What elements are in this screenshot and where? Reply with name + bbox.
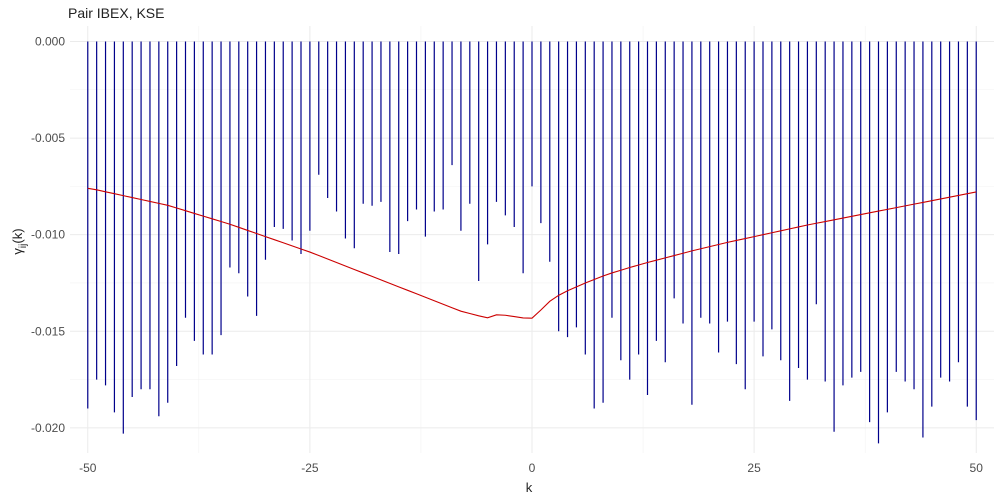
x-tick-label: 50 <box>970 461 984 475</box>
chart-title: Pair IBEX, KSE <box>68 5 165 21</box>
x-tick-label: -25 <box>301 461 319 475</box>
bars-layer <box>87 41 977 444</box>
bound-line <box>87 187 977 319</box>
y-tick-label: -0.010 <box>31 228 65 242</box>
axis-layer: -50 -25 0 25 50 0.000 -0.005 -0.010 -0.015 -0.020… <box>10 34 983 495</box>
y-tick-label: -0.020 <box>31 421 65 435</box>
y-axis-title: γij(k) <box>10 228 29 254</box>
y-tick-label: -0.005 <box>31 131 65 145</box>
line-layer <box>87 187 977 319</box>
x-axis-title: k <box>526 480 533 495</box>
y-tick-label: 0.000 <box>35 34 65 48</box>
y-tick-label: -0.015 <box>31 324 65 338</box>
x-tick-label: 0 <box>529 461 536 475</box>
x-tick-label: 25 <box>747 461 761 475</box>
x-tick-label: -50 <box>79 461 97 475</box>
